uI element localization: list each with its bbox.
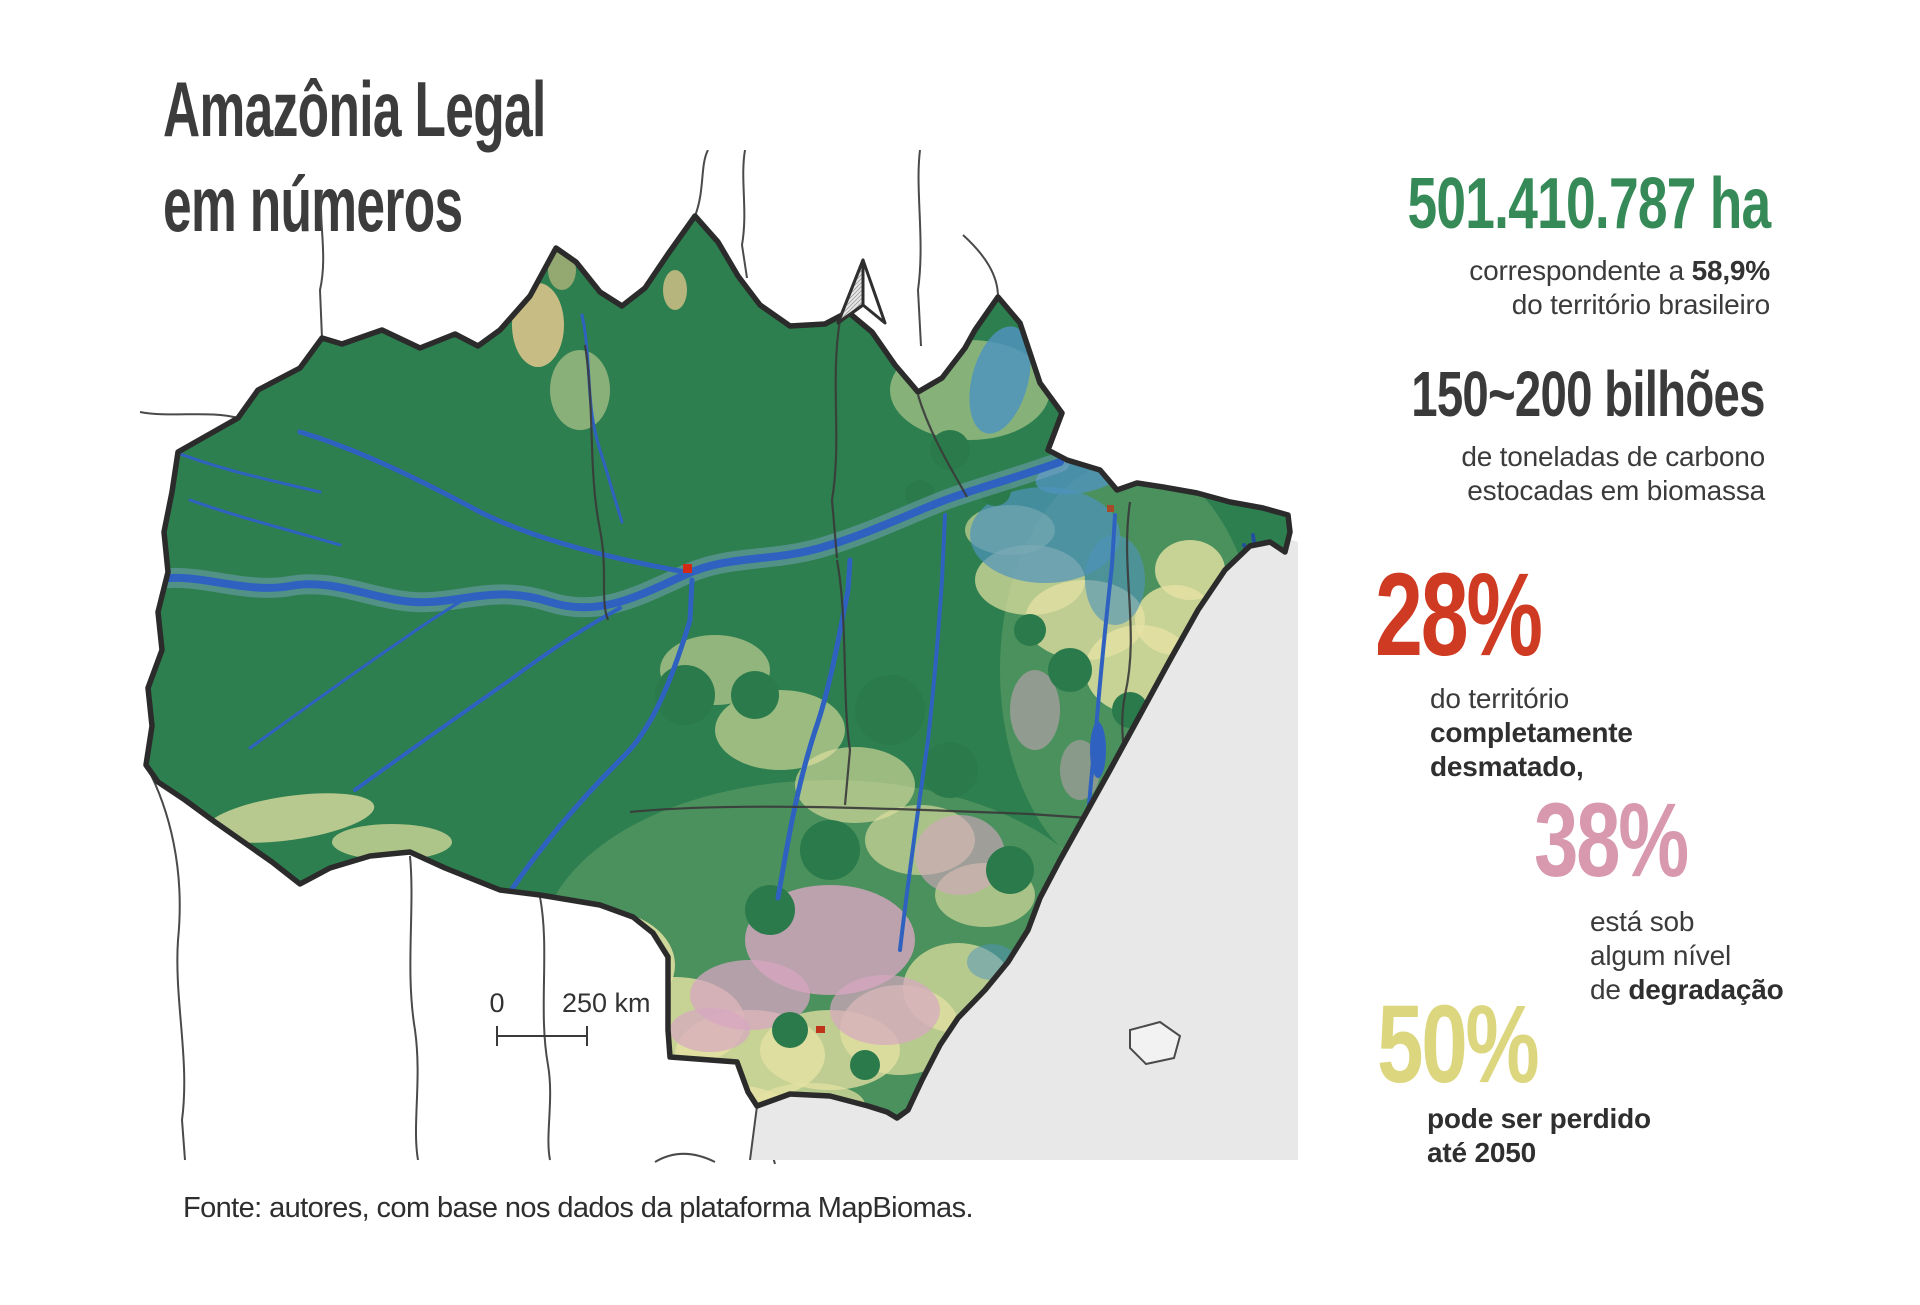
outside-amazon-region: [750, 536, 1298, 1160]
stat-loss-caption: pode ser perdido até 2050: [1427, 1103, 1651, 1169]
neighbor-borders: [139, 150, 999, 1165]
stat-area-caption: correspondente a 58,9% do território bra…: [1469, 255, 1770, 321]
scale-zero-label: 0: [489, 988, 504, 1018]
amazonia-legal-map: 0 250 km: [139, 150, 1298, 1165]
title-line-2: em números: [163, 160, 463, 249]
stat-carbon-value: 150~200 bilhões: [1411, 358, 1765, 430]
stat-deforested: 28%: [1375, 556, 1602, 674]
scale-distance-label: 250 km: [562, 988, 651, 1018]
page-title: Amazônia Legal em números: [163, 62, 743, 252]
stat-area-value: 501.410.787 ha: [1407, 164, 1771, 244]
river-network: [146, 313, 1267, 952]
source-note: Fonte: autores, com base nos dados da pl…: [183, 1192, 974, 1224]
stat-deforested-caption: do território completamente desmatado,: [1430, 683, 1633, 783]
stat-deforested-value: 28%: [1375, 549, 1543, 681]
stat-carbon-caption: de toneladas de carbono estocadas em bio…: [1461, 441, 1765, 507]
stat-degraded-caption: está sob algum nível de degradação: [1590, 906, 1784, 1006]
urban-marks: [683, 505, 1114, 1033]
small-state-outline: [1129, 1020, 1182, 1066]
title-line-1: Amazônia Legal: [163, 65, 546, 153]
stat-degraded-value: 38%: [1534, 782, 1689, 899]
north-arrow-icon: [836, 258, 887, 325]
scale-bar: 0 250 km: [489, 988, 651, 1046]
stat-loss-value: 50%: [1377, 983, 1540, 1106]
stat-degraded: 38%: [1534, 788, 1735, 893]
stat-carbon: 150~200 bilhões de toneladas de carbono …: [1287, 362, 1765, 508]
stat-loss: 50%: [1377, 990, 1588, 1100]
stat-area: 501.410.787 ha correspondente a 58,9% do…: [1280, 164, 1771, 322]
